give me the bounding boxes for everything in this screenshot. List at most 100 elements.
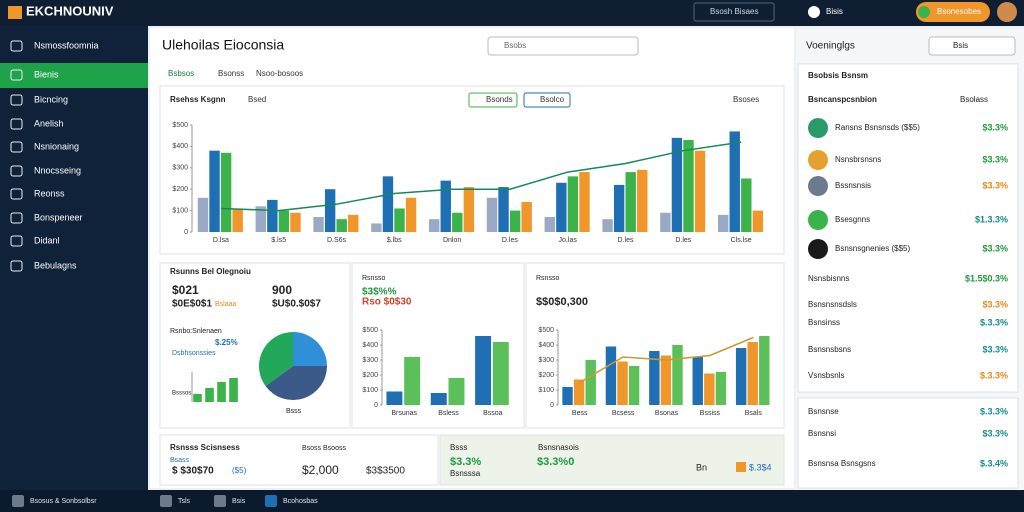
subtitle: Bsnsnasois <box>538 443 579 452</box>
menu-item[interactable]: Nsnionaing <box>34 141 79 151</box>
x-tick-label: Bssiss <box>700 410 721 417</box>
row-name: Bsnsnsa Bsnsgsns <box>808 459 876 468</box>
row-value: $.3.3% <box>980 406 1008 416</box>
bar <box>386 391 403 405</box>
tab[interactable]: Nsoo-bosoos <box>256 69 303 78</box>
task-item[interactable]: Bsosus & Sonbsolbsr <box>30 498 97 505</box>
row-value: $3.3% <box>982 344 1008 354</box>
button-label[interactable]: Bsolco <box>540 95 565 104</box>
avatar <box>808 239 828 259</box>
line <box>220 141 742 212</box>
bar <box>628 366 640 405</box>
user-icon[interactable] <box>808 6 820 18</box>
menu-item[interactable]: Bebulagns <box>34 260 77 270</box>
avatar <box>808 118 828 138</box>
button[interactable] <box>468 92 518 108</box>
bar <box>371 223 382 232</box>
stat: $ $30$70 <box>172 466 214 477</box>
card-a <box>159 434 439 486</box>
top-search-box[interactable] <box>693 2 775 22</box>
menu-item[interactable]: Bienis <box>34 69 59 79</box>
brand: EKCHNOUNIV <box>26 3 114 18</box>
bar <box>452 212 463 232</box>
menu-item[interactable]: Didanl <box>34 235 60 245</box>
badge <box>736 462 746 472</box>
panel-title: Voeninglgs <box>806 41 855 52</box>
bar <box>405 197 417 232</box>
menu-item[interactable]: Reonss <box>34 188 65 198</box>
y-tick-label: $300 <box>362 357 378 364</box>
stat: $$0$0,300 <box>536 296 588 308</box>
task-item[interactable]: Tsls <box>178 498 191 505</box>
card-title: Rsnsso <box>536 275 559 282</box>
bar <box>217 382 226 402</box>
y-tick-label: $300 <box>538 357 554 364</box>
x-tick-label: Jo.las <box>559 237 578 244</box>
tab[interactable]: Bsonss <box>218 69 244 78</box>
top-button-label[interactable]: Bsonesobes <box>937 7 981 16</box>
y-tick-label: $400 <box>172 143 188 150</box>
y-tick-label: 0 <box>374 402 378 409</box>
row-value: $3.3% <box>982 180 1008 190</box>
menu-icon <box>10 188 23 200</box>
bar <box>613 184 625 232</box>
x-tick-label: Brsunas <box>391 410 417 417</box>
menu-item[interactable]: Bicncing <box>34 94 68 104</box>
menu-item[interactable]: Anelish <box>34 118 64 128</box>
x-tick-label: Bssoa <box>483 410 503 417</box>
card-title: Bsobsis Bsnsm <box>808 71 868 80</box>
subtitle: Bsass <box>170 457 190 464</box>
bar <box>255 206 266 232</box>
toggle <box>918 6 930 18</box>
y-tick-label: $200 <box>172 186 188 193</box>
bar <box>649 351 660 405</box>
taskbar <box>0 490 1024 512</box>
page-search: Bsobs <box>504 41 526 50</box>
bar <box>475 336 492 405</box>
y-tick-label: $100 <box>538 387 554 394</box>
bar <box>463 187 475 232</box>
button-label[interactable]: Bsoses <box>733 95 759 104</box>
task-item[interactable]: Bsis <box>232 498 246 505</box>
stat: 900 <box>272 283 292 297</box>
menu-item[interactable]: Nsmossfoomnia <box>34 40 99 50</box>
bar <box>498 187 509 232</box>
x-tick-label: D.les <box>675 237 691 244</box>
avatar <box>808 150 828 170</box>
stat: Bn <box>696 462 707 472</box>
bar <box>672 345 683 405</box>
row-name: Bsnsnsi <box>808 429 836 438</box>
bar <box>430 393 447 405</box>
bar <box>382 176 394 232</box>
pie-label: Bsss <box>286 408 302 415</box>
row-value: $1.5$0.3% <box>965 273 1008 283</box>
menu-icon <box>10 165 23 177</box>
pie-slice <box>293 332 327 366</box>
button[interactable] <box>523 92 571 108</box>
bar <box>205 388 214 402</box>
button-label[interactable]: Bsonds <box>486 95 513 104</box>
filter[interactable]: Bsolass <box>960 95 988 104</box>
task-item[interactable]: Bcohosbas <box>283 498 318 505</box>
button-label[interactable]: Bsis <box>953 41 968 50</box>
stat: $3$%% <box>362 287 397 298</box>
bar <box>715 372 727 405</box>
bar <box>741 178 752 232</box>
avatar[interactable] <box>997 2 1017 22</box>
bar <box>229 378 238 402</box>
bar <box>692 357 703 405</box>
sidebar <box>0 26 148 490</box>
right-button[interactable] <box>928 36 1016 56</box>
pie-slice <box>258 332 293 386</box>
menu-item[interactable]: Bonspeneer <box>34 212 83 222</box>
tab[interactable]: Bsbsos <box>168 69 194 78</box>
menu-item[interactable]: Nnocsseing <box>34 165 81 175</box>
page-search-box[interactable] <box>487 36 639 56</box>
bar <box>232 208 243 232</box>
stat: $.25% <box>215 338 238 347</box>
filter[interactable]: Bsed <box>248 95 266 104</box>
top-button[interactable] <box>916 2 990 22</box>
row-value: $.3.3% <box>980 317 1008 327</box>
row-name: Bsnsinss <box>808 318 840 327</box>
menu-icon <box>10 141 23 153</box>
